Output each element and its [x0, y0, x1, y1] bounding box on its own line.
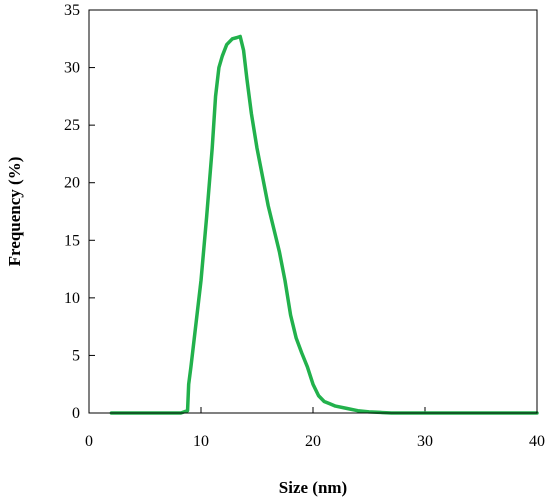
x-tick-label: 40	[529, 433, 545, 450]
x-axis-ticks: 0 10 20 30 40	[85, 407, 545, 450]
y-tick-label: 30	[64, 60, 80, 77]
x-tick-label: 10	[193, 433, 209, 450]
x-tick-label: 0	[85, 433, 93, 450]
y-tick-label: 25	[64, 117, 80, 134]
x-tick-label: 30	[417, 433, 433, 450]
series-line	[109, 34, 539, 415]
y-tick-label: 20	[64, 175, 80, 192]
y-axis-ticks: 0 5 10 15 20 25 30 35	[64, 2, 95, 422]
plot-area-frame	[88, 9, 538, 414]
x-axis-title: Size (nm)	[279, 478, 347, 497]
y-tick-label: 0	[72, 405, 80, 422]
x-tick-label: 20	[305, 433, 321, 450]
y-axis-title: Frequency (%)	[5, 157, 24, 267]
y-tick-label: 10	[64, 290, 80, 307]
y-tick-label: 35	[64, 2, 80, 19]
y-tick-label: 5	[72, 347, 80, 364]
y-tick-label: 15	[64, 232, 80, 249]
